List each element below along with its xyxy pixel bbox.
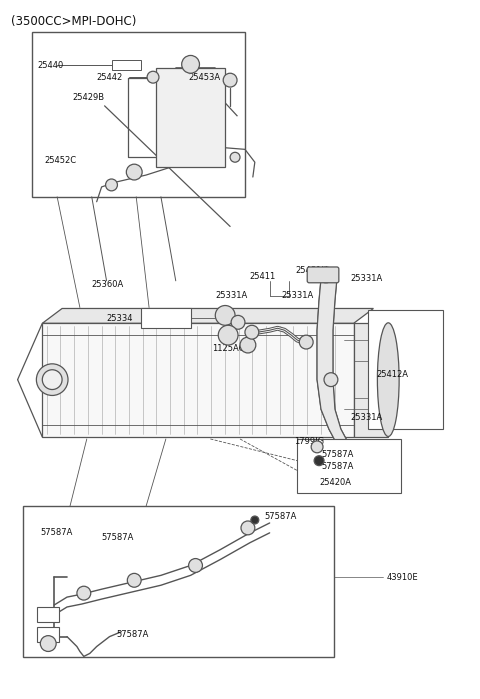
Text: 25440: 25440 — [37, 61, 64, 70]
Text: 25331A: 25331A — [216, 291, 248, 300]
Circle shape — [106, 179, 118, 191]
Text: 25481H: 25481H — [295, 266, 328, 275]
Text: 1799JG: 1799JG — [294, 438, 324, 447]
Text: 57587A: 57587A — [321, 462, 353, 471]
Circle shape — [241, 521, 255, 535]
Bar — [141, 308, 191, 329]
Circle shape — [42, 370, 62, 389]
Text: 1125AC: 1125AC — [212, 343, 245, 352]
Circle shape — [318, 267, 334, 283]
Bar — [37, 627, 59, 642]
Bar — [33, 31, 245, 197]
Text: 57587A: 57587A — [102, 533, 134, 542]
FancyBboxPatch shape — [307, 267, 339, 283]
Circle shape — [182, 55, 200, 73]
Ellipse shape — [377, 323, 399, 436]
Circle shape — [230, 152, 240, 162]
Bar — [297, 439, 401, 493]
Bar — [369, 310, 443, 429]
Text: 25442: 25442 — [96, 73, 123, 82]
Text: 25331A: 25331A — [351, 412, 383, 421]
Text: 25331A: 25331A — [281, 291, 314, 300]
Bar — [23, 506, 334, 657]
Text: 43910E: 43910E — [386, 573, 418, 582]
Text: 57587A: 57587A — [40, 528, 72, 538]
Circle shape — [300, 335, 313, 349]
Text: 25331A: 25331A — [351, 274, 383, 283]
Text: 25420A: 25420A — [319, 478, 351, 487]
Circle shape — [40, 635, 56, 651]
Text: 25334: 25334 — [107, 314, 133, 323]
Circle shape — [311, 441, 323, 453]
Circle shape — [240, 337, 256, 353]
Text: 25360A: 25360A — [92, 280, 124, 289]
Text: 25412A: 25412A — [376, 370, 408, 379]
Circle shape — [216, 305, 235, 325]
Bar — [111, 60, 141, 71]
Polygon shape — [317, 279, 349, 444]
Bar — [37, 607, 59, 622]
Circle shape — [324, 373, 338, 387]
Circle shape — [77, 586, 91, 600]
Circle shape — [126, 164, 142, 180]
Text: (3500CC>MPI-DOHC): (3500CC>MPI-DOHC) — [11, 15, 136, 29]
Text: 57587A: 57587A — [117, 630, 149, 639]
Circle shape — [36, 364, 68, 396]
Circle shape — [127, 573, 141, 587]
Circle shape — [231, 315, 245, 329]
Circle shape — [189, 559, 203, 572]
Bar — [156, 69, 225, 167]
Circle shape — [245, 325, 259, 339]
Bar — [42, 324, 354, 437]
Circle shape — [251, 516, 259, 524]
Text: 25411: 25411 — [250, 273, 276, 282]
Bar — [354, 324, 388, 437]
Circle shape — [314, 456, 324, 466]
Text: 57587A: 57587A — [264, 512, 297, 521]
Circle shape — [223, 73, 237, 87]
Text: 25429B: 25429B — [72, 94, 104, 103]
Text: 25452C: 25452C — [44, 156, 76, 165]
Text: 25453A: 25453A — [189, 73, 221, 82]
Circle shape — [147, 71, 159, 83]
Circle shape — [218, 325, 238, 345]
Text: 57587A: 57587A — [321, 450, 353, 459]
Polygon shape — [42, 308, 373, 324]
